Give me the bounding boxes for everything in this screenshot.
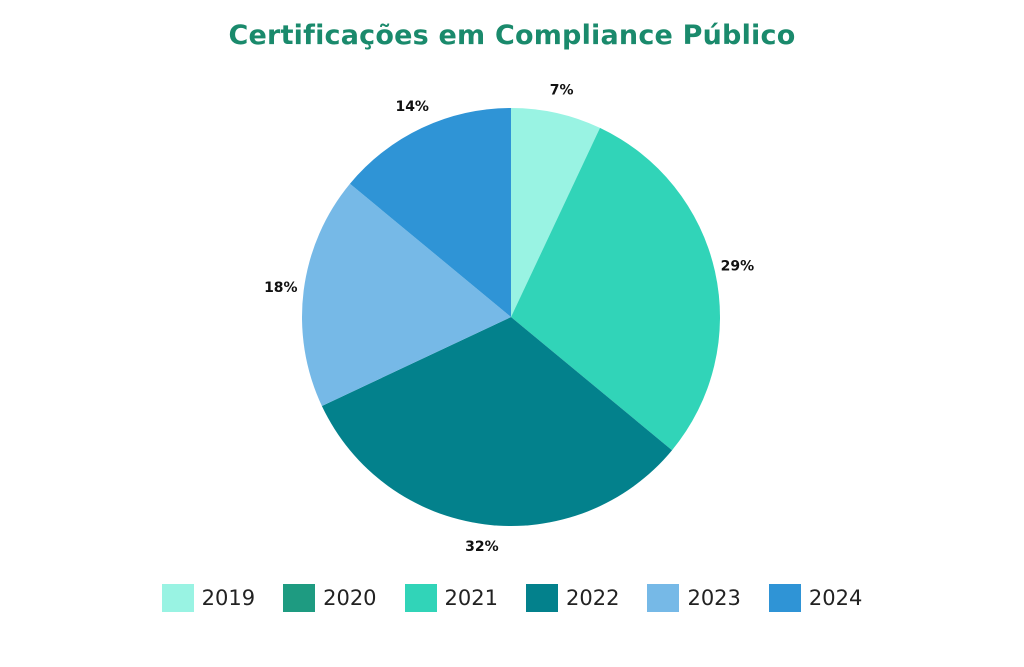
legend-swatch-2022: [526, 584, 558, 612]
legend-item-2019: 2019: [161, 584, 256, 612]
pie-slice-2021: [511, 127, 720, 451]
pie-slice-2024: [349, 108, 511, 317]
legend-swatch-2024: [768, 584, 801, 612]
chart-legend: 2019 2020 2021 2022 2023 2024: [0, 584, 1024, 612]
pie-slices: [301, 108, 720, 527]
legend-label-2019: 2019: [201, 586, 256, 610]
legend-swatch-2021: [404, 584, 437, 612]
pie-slice-2019: [511, 108, 600, 317]
data-label-2022: 32%: [465, 539, 499, 555]
legend-label-2024: 2024: [808, 586, 863, 610]
legend-item-2021: 2021: [404, 584, 498, 612]
legend-item-2023: 2023: [647, 584, 741, 612]
legend-label-2023: 2023: [687, 586, 741, 610]
data-label-2024: 14%: [395, 99, 429, 115]
legend-item-2020: 2020: [283, 584, 377, 612]
pie-slice-2022: [321, 317, 673, 527]
data-label-2023: 18%: [264, 280, 298, 296]
legend-label-2021: 2021: [444, 586, 498, 610]
legend-swatch-2023: [647, 584, 680, 612]
chart-title: Certificações em Compliance Público: [228, 20, 796, 51]
legend-swatch-2019: [161, 584, 194, 612]
pie-slice-2023: [301, 183, 511, 406]
pie-data-labels: 7% 29% 32% 18% 14%: [264, 83, 754, 556]
data-label-2021: 29%: [721, 258, 755, 274]
legend-item-2022: 2022: [526, 584, 619, 612]
legend-item-2024: 2024: [768, 584, 863, 612]
legend-label-2022: 2022: [566, 586, 620, 610]
legend-label-2020: 2020: [323, 586, 377, 610]
data-label-2019: 7%: [550, 83, 574, 99]
legend-swatch-2020: [283, 584, 316, 612]
